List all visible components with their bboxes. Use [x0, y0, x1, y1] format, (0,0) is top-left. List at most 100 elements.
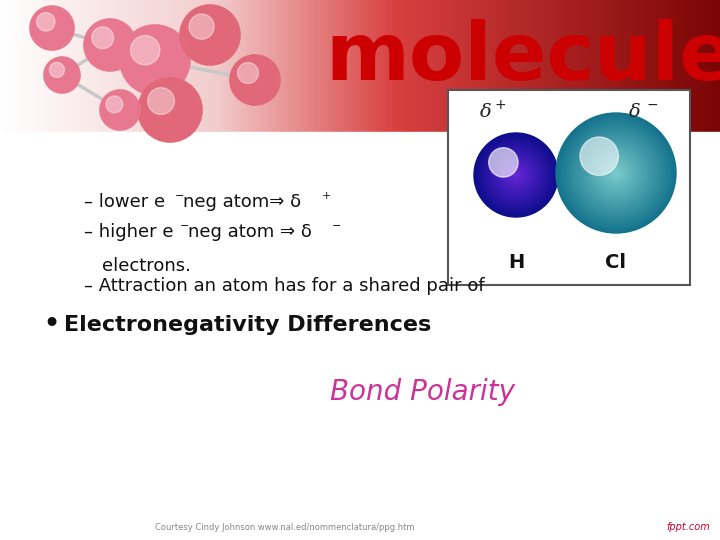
- Circle shape: [598, 155, 634, 191]
- Text: −: −: [175, 191, 184, 201]
- Circle shape: [580, 137, 618, 176]
- Polygon shape: [448, 90, 690, 285]
- Circle shape: [513, 172, 519, 178]
- Text: δ: δ: [480, 103, 492, 121]
- Text: electrons.: electrons.: [102, 257, 191, 275]
- Circle shape: [499, 158, 533, 192]
- Circle shape: [484, 143, 548, 207]
- Text: −: −: [180, 221, 189, 231]
- Circle shape: [512, 171, 521, 179]
- Text: Courtesy Cindy Johnson www.nal.ed/nommenclatura/ppg.htm: Courtesy Cindy Johnson www.nal.ed/nommen…: [156, 523, 415, 532]
- Circle shape: [505, 164, 527, 186]
- Text: – higher e: – higher e: [84, 223, 174, 241]
- Text: – lower e: – lower e: [84, 193, 165, 211]
- Circle shape: [604, 161, 628, 185]
- Text: +: +: [494, 98, 506, 112]
- Circle shape: [606, 163, 626, 183]
- Circle shape: [596, 153, 636, 193]
- Circle shape: [50, 63, 65, 78]
- Circle shape: [612, 169, 620, 177]
- Text: Cl: Cl: [606, 253, 626, 273]
- Text: −: −: [646, 98, 658, 112]
- Circle shape: [44, 57, 80, 93]
- Circle shape: [492, 151, 540, 199]
- Circle shape: [568, 125, 664, 221]
- Text: H: H: [508, 253, 524, 273]
- Circle shape: [475, 134, 557, 215]
- Circle shape: [509, 168, 523, 182]
- Circle shape: [584, 141, 648, 205]
- Text: Electronegativity Differences: Electronegativity Differences: [64, 315, 431, 335]
- Circle shape: [502, 161, 530, 189]
- Circle shape: [189, 14, 215, 39]
- Text: δ: δ: [629, 103, 641, 121]
- Circle shape: [491, 150, 541, 200]
- Circle shape: [490, 148, 543, 201]
- Circle shape: [594, 151, 638, 195]
- Text: +: +: [322, 191, 331, 201]
- Circle shape: [485, 144, 546, 206]
- Circle shape: [100, 90, 140, 130]
- Circle shape: [498, 157, 534, 193]
- Circle shape: [508, 167, 524, 184]
- Circle shape: [570, 127, 662, 219]
- Circle shape: [92, 27, 114, 49]
- Circle shape: [602, 159, 630, 187]
- Circle shape: [495, 154, 537, 196]
- Circle shape: [614, 171, 618, 175]
- Circle shape: [503, 163, 528, 187]
- Circle shape: [120, 25, 190, 95]
- Circle shape: [500, 160, 531, 191]
- Text: −: −: [332, 221, 341, 231]
- Circle shape: [588, 145, 644, 201]
- Circle shape: [572, 129, 660, 217]
- Circle shape: [576, 133, 656, 213]
- Circle shape: [564, 121, 668, 225]
- Circle shape: [487, 146, 546, 205]
- Circle shape: [574, 131, 658, 215]
- Circle shape: [474, 133, 558, 217]
- Circle shape: [580, 137, 652, 209]
- Circle shape: [30, 6, 74, 50]
- Circle shape: [496, 156, 536, 194]
- Polygon shape: [0, 132, 720, 540]
- Circle shape: [558, 115, 674, 231]
- Circle shape: [489, 148, 518, 177]
- Circle shape: [578, 135, 654, 211]
- Circle shape: [37, 12, 55, 31]
- Circle shape: [494, 153, 539, 198]
- Text: – Attraction an atom has for a shared pair of: – Attraction an atom has for a shared pa…: [84, 277, 485, 295]
- Circle shape: [586, 143, 646, 203]
- Circle shape: [506, 165, 526, 185]
- Circle shape: [84, 19, 136, 71]
- Text: fppt.com: fppt.com: [666, 522, 710, 532]
- Text: Bond Polarity: Bond Polarity: [330, 378, 515, 406]
- Circle shape: [138, 78, 202, 142]
- Circle shape: [582, 139, 650, 207]
- Circle shape: [488, 147, 544, 203]
- Circle shape: [592, 149, 640, 197]
- Circle shape: [600, 157, 632, 189]
- Text: neg atom ⇒ δ: neg atom ⇒ δ: [188, 223, 312, 241]
- Circle shape: [556, 113, 676, 233]
- Circle shape: [478, 137, 554, 213]
- Circle shape: [590, 147, 642, 199]
- Text: •: •: [42, 310, 60, 340]
- Circle shape: [148, 87, 174, 114]
- Circle shape: [106, 96, 123, 113]
- Circle shape: [130, 36, 160, 65]
- Circle shape: [608, 165, 624, 181]
- Circle shape: [515, 173, 518, 177]
- Circle shape: [510, 170, 521, 180]
- Text: neg atom⇒ δ: neg atom⇒ δ: [183, 193, 301, 211]
- Circle shape: [477, 136, 555, 214]
- Circle shape: [480, 139, 552, 211]
- Circle shape: [562, 119, 670, 227]
- Circle shape: [481, 140, 551, 210]
- Text: molecule: molecule: [325, 19, 720, 97]
- Circle shape: [566, 123, 666, 223]
- Circle shape: [610, 167, 622, 179]
- Circle shape: [180, 5, 240, 65]
- Circle shape: [560, 117, 672, 229]
- Circle shape: [238, 63, 258, 84]
